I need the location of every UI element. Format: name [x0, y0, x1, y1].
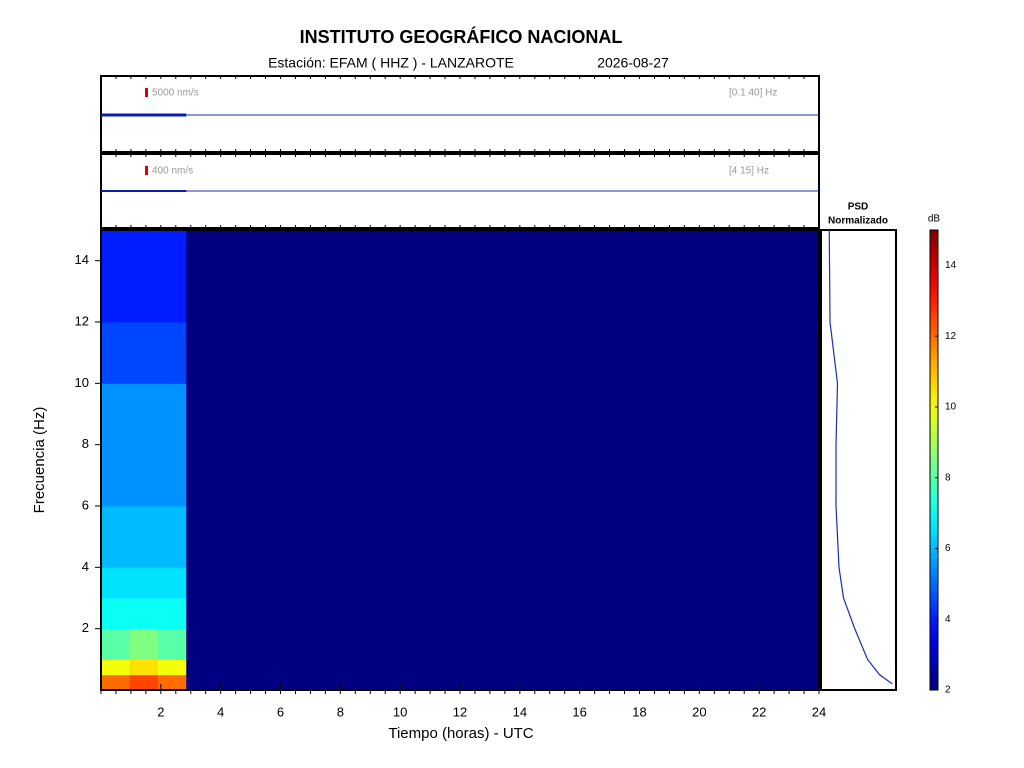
- spectrogram-cell: [157, 322, 187, 384]
- colorbar-tick-label: 10: [945, 402, 957, 413]
- y-tick-label: 2: [82, 620, 89, 635]
- spectrogram-cell: [101, 659, 130, 676]
- scale-label: 400 nm/s: [152, 166, 193, 177]
- colorbar-tick-label: 14: [945, 260, 957, 271]
- spectrogram-cell: [129, 230, 159, 323]
- spectrogram-cell: [186, 230, 820, 323]
- spectrogram-cell: [129, 506, 159, 568]
- spectrogram-cell: [186, 322, 820, 384]
- spectrogram-cell: [129, 598, 159, 630]
- x-tick-label: 2: [157, 704, 164, 719]
- psd-line: [828, 229, 893, 685]
- chart-title: INSTITUTO GEOGRÁFICO NACIONAL: [300, 26, 623, 47]
- spectrogram-cell: [186, 598, 820, 630]
- spectrogram-cell: [129, 628, 159, 660]
- date: 2026-08-27: [597, 55, 669, 71]
- x-axis-label: Tiempo (horas) - UTC: [388, 725, 533, 742]
- spectrogram-cell: [186, 506, 820, 568]
- x-tick-label: 22: [752, 704, 766, 719]
- x-tick-label: 20: [692, 704, 706, 719]
- colorbar-label: dB: [928, 214, 941, 225]
- spectrogram-cell: [186, 567, 820, 599]
- band-label: [4 15] Hz: [729, 166, 769, 177]
- spectrogram-cell: [157, 628, 187, 660]
- spectrogram-cell: [129, 322, 159, 384]
- spectrogram-cell: [129, 567, 159, 599]
- spectrogram-cell: [186, 383, 820, 446]
- y-tick-label: 12: [75, 313, 89, 328]
- x-tick-label: 16: [572, 704, 586, 719]
- spectrogram-cell: [157, 674, 187, 691]
- spectrogram-cell: [157, 506, 187, 568]
- spectrogram-cell: [101, 598, 130, 630]
- spectrogram-cell: [186, 628, 820, 660]
- x-tick-label: 12: [453, 704, 467, 719]
- y-tick-label: 6: [82, 497, 89, 512]
- colorbar: [929, 229, 939, 691]
- colorbar-tick-label: 4: [945, 614, 951, 625]
- y-tick-label: 10: [75, 375, 89, 390]
- spectrogram-cell: [101, 628, 130, 660]
- x-tick-label: 10: [393, 704, 407, 719]
- scale-label: 5000 nm/s: [152, 88, 199, 99]
- trace-panel: [100, 75, 820, 153]
- spectrogram-cell: [157, 230, 187, 323]
- y-axis-label: Frecuencia (Hz): [31, 407, 48, 514]
- spectrogram-cell: [101, 567, 130, 599]
- psd-title: PSD: [848, 202, 869, 213]
- x-tick-label: 18: [632, 704, 646, 719]
- spectrogram-cell: [157, 444, 187, 507]
- spectrogram-cell: [101, 230, 130, 323]
- spectrogram-cell: [129, 674, 159, 691]
- spectrogram-cell: [129, 659, 159, 676]
- colorbar-tick-label: 8: [945, 472, 951, 483]
- spectrogram-cell: [157, 567, 187, 599]
- spectrogram-cell: [101, 322, 130, 384]
- x-tick-label: 14: [513, 704, 527, 719]
- x-tick-label: 8: [337, 704, 344, 719]
- spectrogram-cell: [157, 598, 187, 630]
- station: Estación: EFAM ( HHZ ) - LANZAROTE: [268, 55, 514, 71]
- spectrogram-cell: [101, 674, 130, 691]
- colorbar-tick-label: 6: [945, 543, 951, 554]
- x-tick-label: 24: [812, 704, 826, 719]
- spectrogram-cell: [129, 444, 159, 507]
- spectrogram-cell: [129, 383, 159, 446]
- spectrogram-cell: [186, 659, 820, 676]
- psd-subtitle: Normalizado: [828, 216, 888, 227]
- x-tick-label: 6: [277, 704, 284, 719]
- spectrogram-cell: [101, 383, 130, 446]
- spectrogram-cell: [101, 506, 130, 568]
- spectrogram-cell: [157, 383, 187, 446]
- y-tick-label: 14: [75, 252, 89, 267]
- spectrogram-cell: [186, 674, 820, 691]
- spectrogram-cell: [186, 444, 820, 507]
- scale-bar: [145, 166, 148, 175]
- scale-bar: [145, 88, 148, 97]
- band-label: [0.1 40] Hz: [729, 88, 777, 99]
- x-tick-label: 4: [217, 704, 224, 719]
- y-tick-label: 8: [82, 436, 89, 451]
- spectrogram-cell: [157, 659, 187, 676]
- spectrogram-cell: [101, 444, 130, 507]
- colorbar-tick-label: 2: [945, 685, 951, 696]
- y-tick-label: 4: [82, 559, 89, 574]
- colorbar-tick-label: 12: [945, 331, 957, 342]
- psd-panel: [820, 229, 897, 691]
